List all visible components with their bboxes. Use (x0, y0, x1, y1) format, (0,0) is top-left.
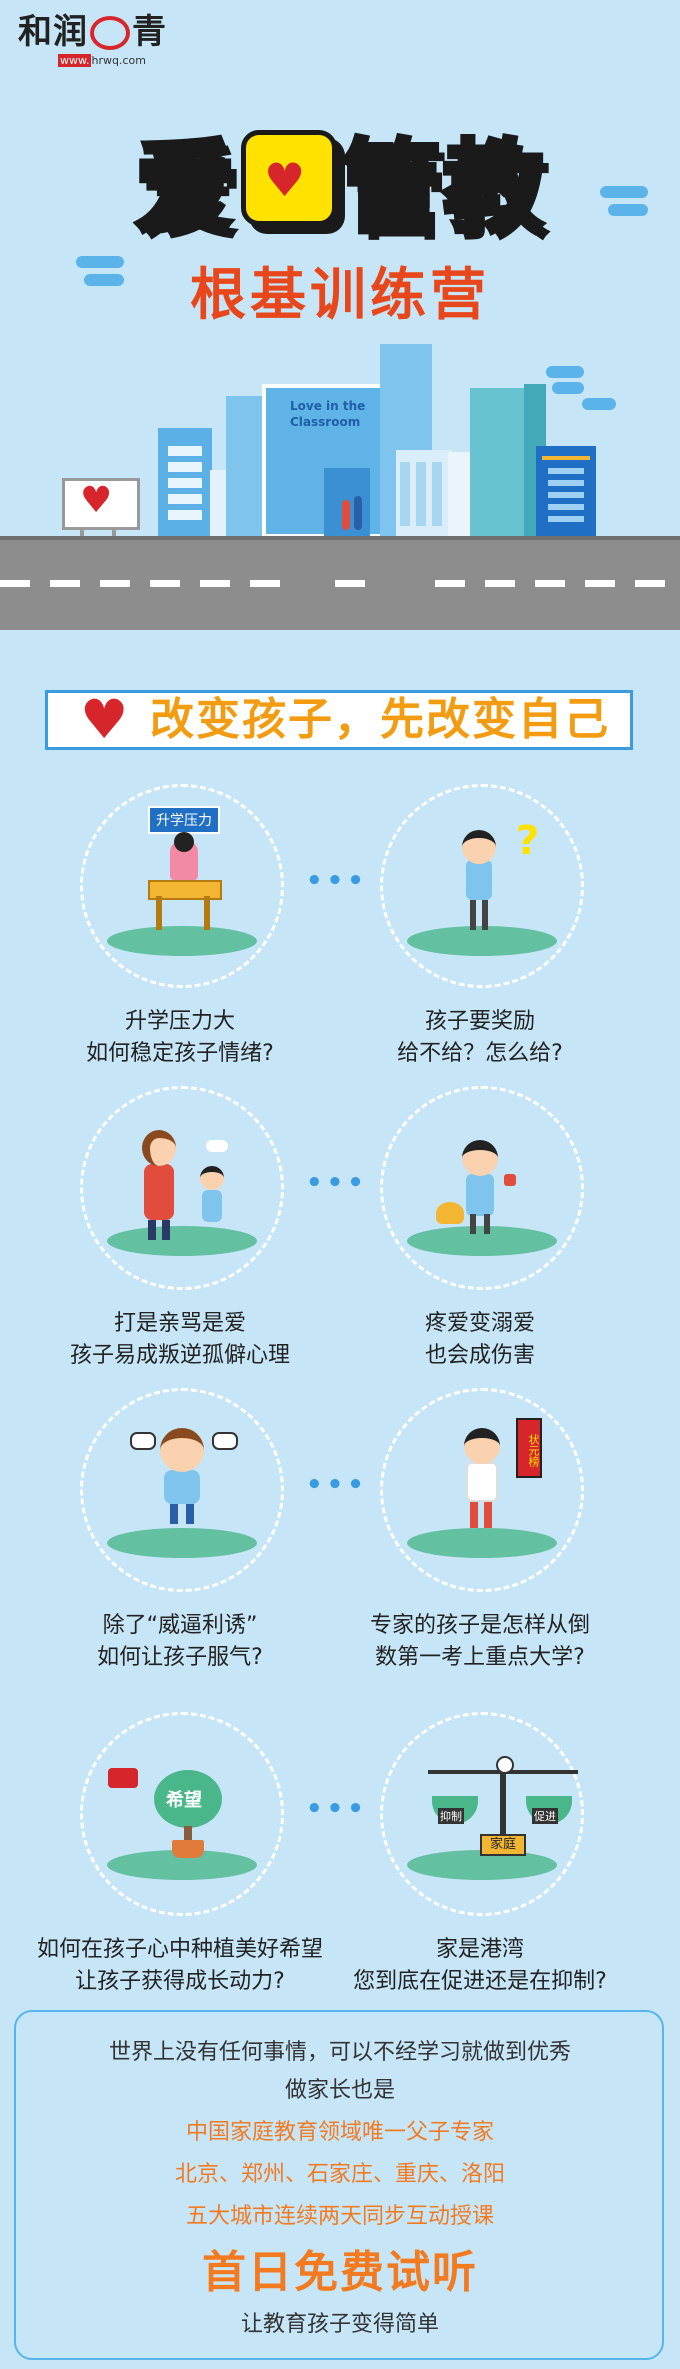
boy-figure (466, 860, 492, 900)
scale-right-label: 促进 (532, 1808, 558, 1824)
angry-boy-figure (164, 1470, 200, 1504)
road-marking (635, 580, 665, 587)
closing-footer: 让教育孩子变得简单 (240, 2312, 439, 2337)
building (470, 388, 526, 538)
topic-illustration (380, 1086, 584, 1290)
road-marking (250, 580, 280, 587)
ground-shadow (407, 926, 557, 956)
cloud-decoration (552, 382, 584, 394)
brand-name-right: 青 (132, 12, 167, 52)
road-marking (335, 580, 365, 587)
brand-url: www. hrwq.com (58, 54, 146, 67)
desk-icon (148, 880, 222, 900)
girl-figure (466, 1174, 494, 1216)
anger-icon (130, 1432, 156, 1450)
topic-illustration (380, 784, 584, 988)
topic-illustration (80, 1712, 284, 1916)
road-marking (485, 580, 515, 587)
hero-title: 爱 ♥ 管教 (133, 127, 546, 249)
slogan-text: 改变孩子，先改变自己 (150, 694, 610, 745)
road-marking (0, 580, 30, 587)
topic-illustration (80, 1388, 284, 1592)
expert-highlight: 中国家庭教育领域唯一父子专家 (185, 2120, 494, 2145)
classroom-sign: Love in the Classroom (290, 399, 366, 429)
slogan-banner (45, 690, 633, 750)
road-marking (50, 580, 80, 587)
brand-mark-icon (90, 16, 130, 50)
road-marking (200, 580, 230, 587)
topic-caption: 家是港湾 您到底在促进还是在抑制? (353, 1937, 607, 1994)
topic-caption: 打是亲骂是爱 孩子易成叛逆孤僻心理 (69, 1311, 290, 1368)
topic-illustration (380, 1388, 584, 1592)
road-marking (150, 580, 180, 587)
schedule-note: 五大城市连续两天同步互动授课 (185, 2204, 494, 2229)
student-figure (466, 1462, 498, 1502)
cloud-decoration (608, 204, 648, 216)
cloud-decoration (84, 274, 124, 286)
free-trial-cta[interactable]: 首日免费试听 (202, 2247, 478, 2298)
closing-line: 世界上没有任何事情，可以不经学习就做到优秀 (108, 2040, 571, 2065)
building (448, 452, 474, 538)
ground-shadow (107, 1528, 257, 1558)
road-marking (585, 580, 615, 587)
topic-caption: 专家的孩子是怎样从倒 数第一考上重点大学? (369, 1613, 590, 1670)
connector-dots: ••• (306, 866, 368, 896)
topic-tag: 升学压力 (148, 806, 220, 834)
ground-shadow (407, 1528, 557, 1558)
ground-shadow (407, 1226, 557, 1256)
watering-can-icon (108, 1768, 138, 1788)
topic-caption: 疼爱变溺爱 也会成伤害 (424, 1311, 535, 1368)
scale-left-label: 抑制 (438, 1808, 464, 1824)
closing-panel (14, 2010, 664, 2360)
person-figure (354, 496, 362, 530)
question-mark-icon: ? (516, 818, 540, 864)
heart-icon: ♥ (241, 130, 337, 226)
honor-banner: 状元榜 (516, 1418, 542, 1478)
topic-illustration (80, 784, 284, 988)
ground-shadow (107, 926, 257, 956)
cloud-decoration (600, 186, 648, 198)
topic-caption: 孩子要奖励 给不给？怎么给? (397, 1009, 563, 1066)
cloud-decoration (76, 256, 124, 268)
topic-illustration (380, 1712, 584, 1916)
closing-line: 做家长也是 (284, 2078, 395, 2103)
flower-pot (172, 1840, 204, 1858)
cloud-decoration (546, 366, 584, 378)
road-marking (435, 580, 465, 587)
heart-icon: ♥ (80, 688, 129, 751)
ground-shadow (107, 1226, 257, 1256)
connector-dots: ••• (306, 1168, 368, 1198)
speech-cloud-icon (206, 1140, 228, 1152)
parent-figure (144, 1164, 174, 1220)
billboard (62, 478, 140, 530)
topic-illustration (80, 1086, 284, 1290)
child-figure (202, 1190, 222, 1222)
topic-caption: 升学压力大 如何稳定孩子情绪? (86, 1009, 274, 1066)
city-list: 北京、郑州、石家庄、重庆、洛阳 (174, 2162, 505, 2187)
brand-logo[interactable]: 和润 青 www. hrwq.com (18, 12, 167, 67)
person-figure (342, 500, 350, 530)
tree-label: 希望 (166, 1790, 202, 1811)
building (226, 396, 266, 538)
gift-icon (504, 1174, 516, 1186)
topic-caption: 除了“威逼利诱” 如何让孩子服气? (97, 1613, 263, 1670)
road-marking (100, 580, 130, 587)
connector-dots: ••• (306, 1794, 368, 1824)
hope-tree (154, 1770, 222, 1828)
connector-dots: ••• (306, 1470, 368, 1500)
cloud-decoration (582, 398, 616, 410)
brand-name-left: 和润 (18, 12, 88, 52)
scale-base-label: 家庭 (480, 1834, 526, 1856)
heart-icon: ♥ (80, 480, 113, 521)
anger-icon (212, 1432, 238, 1450)
money-bag-icon (436, 1202, 464, 1224)
topic-caption: 如何在孩子心中种植美好希望 让孩子获得成长动力? (36, 1937, 323, 1994)
hero-subtitle: 根基训练营 (190, 263, 490, 328)
road-marking (535, 580, 565, 587)
